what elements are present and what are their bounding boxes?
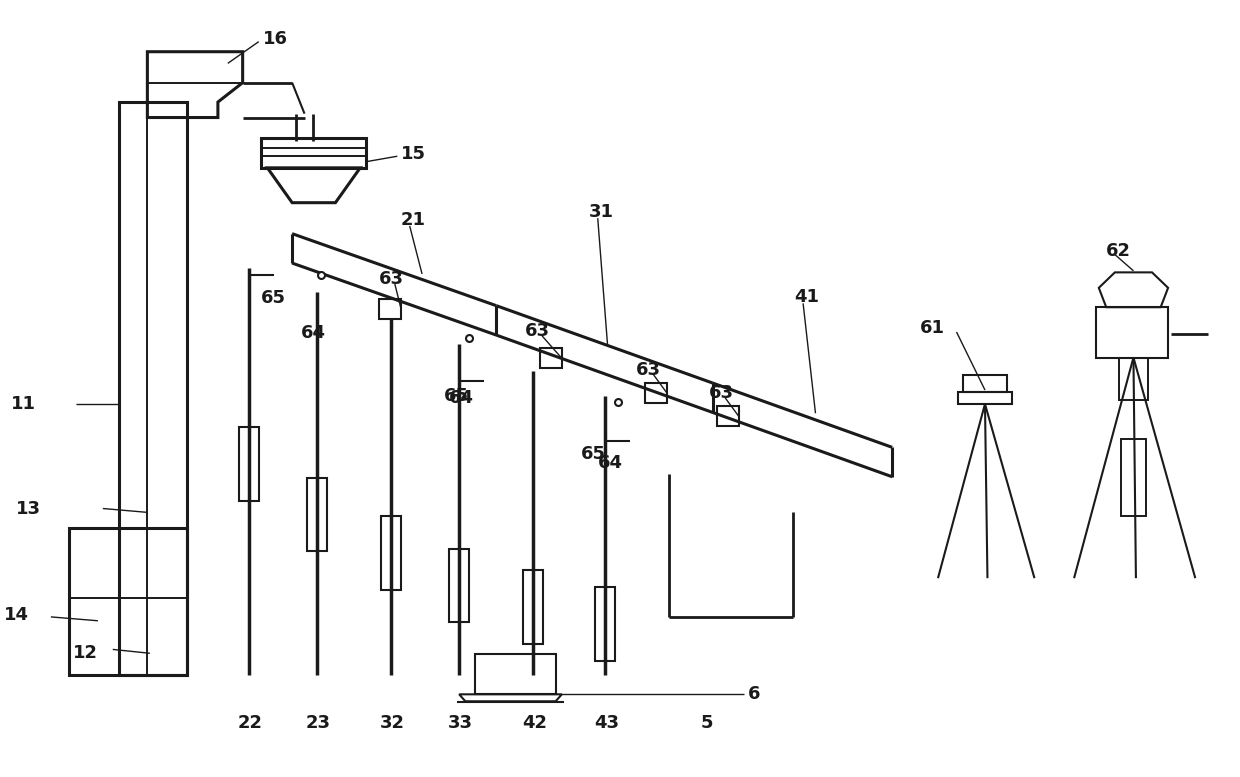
Bar <box>475 654 556 695</box>
Bar <box>69 528 187 675</box>
Text: 11: 11 <box>11 395 36 413</box>
Text: 41: 41 <box>795 288 820 306</box>
Text: 6: 6 <box>748 685 760 702</box>
Text: 32: 32 <box>379 714 405 732</box>
Text: 63: 63 <box>525 322 549 340</box>
Text: 62: 62 <box>1106 242 1131 260</box>
Bar <box>645 383 667 403</box>
Text: 42: 42 <box>522 714 547 732</box>
Bar <box>308 478 327 551</box>
Bar <box>378 298 401 319</box>
Text: 12: 12 <box>73 644 98 662</box>
Bar <box>239 427 259 500</box>
Text: 22: 22 <box>238 714 263 732</box>
Bar <box>1121 439 1146 516</box>
Text: 13: 13 <box>16 500 41 517</box>
Bar <box>1096 307 1168 357</box>
Bar <box>262 138 366 168</box>
Text: 64: 64 <box>301 324 326 342</box>
Text: 64: 64 <box>449 388 474 407</box>
Text: 63: 63 <box>636 361 661 379</box>
Bar <box>539 348 562 368</box>
Bar <box>962 375 1007 392</box>
Text: 15: 15 <box>401 145 427 163</box>
Text: 63: 63 <box>378 270 404 288</box>
Bar <box>595 587 615 661</box>
Bar <box>523 570 543 644</box>
Bar <box>381 516 401 590</box>
Bar <box>119 102 187 675</box>
Text: 23: 23 <box>306 714 331 732</box>
Text: 63: 63 <box>709 384 734 402</box>
Bar <box>1118 357 1148 400</box>
Text: 65: 65 <box>262 289 286 307</box>
Text: 61: 61 <box>919 319 945 337</box>
Text: 65: 65 <box>444 387 469 406</box>
Text: 5: 5 <box>701 714 713 732</box>
Text: 33: 33 <box>448 714 472 732</box>
Bar <box>717 406 739 427</box>
Text: 65: 65 <box>580 445 605 463</box>
Text: 31: 31 <box>589 203 614 221</box>
Text: 16: 16 <box>263 30 288 47</box>
Bar <box>449 549 469 622</box>
Text: 43: 43 <box>594 714 619 732</box>
Bar <box>957 392 1012 404</box>
Text: 14: 14 <box>4 605 29 624</box>
Text: 21: 21 <box>401 211 427 228</box>
Text: 64: 64 <box>598 454 622 472</box>
